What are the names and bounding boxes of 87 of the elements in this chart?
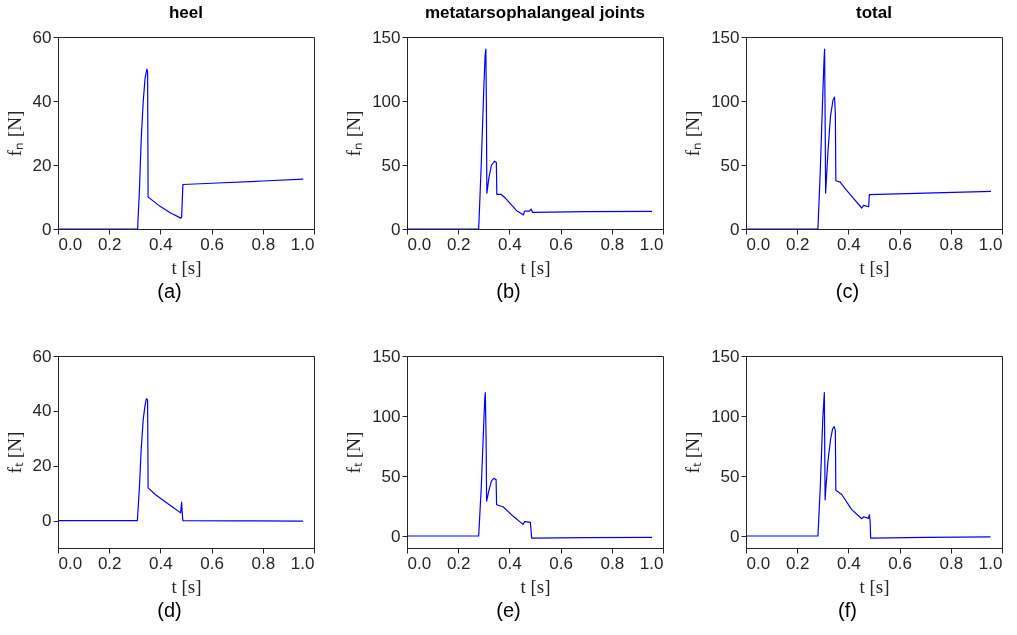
y-tick-label: 100	[711, 406, 740, 426]
x-tick-label: 0.6	[549, 553, 573, 573]
y-tick-label: 100	[372, 406, 401, 426]
x-tick-label: 0.8	[939, 553, 964, 573]
x-tick-label: 1.0	[290, 553, 315, 573]
x-tick-label: 0.8	[939, 234, 964, 254]
y-tick-label: 50	[720, 466, 740, 486]
y-tick-label: 20	[32, 456, 52, 476]
y-tick-label: 60	[32, 27, 52, 47]
y-tick-label: 0	[730, 526, 740, 546]
y-tick-label: 20	[32, 155, 52, 175]
x-tick-label: 0.2	[785, 234, 810, 254]
y-axis-title: fₙ [N]	[682, 110, 704, 157]
x-tick-label: 0.8	[251, 553, 276, 573]
x-tick-label: 0.6	[549, 234, 573, 254]
y-tick-label: 0	[42, 511, 52, 531]
x-tick-label: 1.0	[290, 234, 315, 254]
text: (c)	[834, 280, 861, 303]
y-axis-title: fₙ [N]	[3, 110, 25, 157]
y-tick-label: 50	[720, 155, 740, 175]
x-tick-label: 0.2	[446, 553, 471, 573]
y-tick-label: 50	[381, 155, 401, 175]
x-axis-title: t [s]	[520, 256, 551, 278]
line-series	[746, 48, 992, 229]
x-axis-title: t [s]	[859, 575, 890, 597]
x-tick-label: 0.4	[149, 234, 173, 254]
y-tick-label: 0	[391, 219, 401, 239]
y-tick-label: 0	[730, 219, 740, 239]
x-tick-label: 0.2	[785, 553, 810, 573]
y-tick-label: 150	[711, 346, 740, 366]
x-axis-title: t [s]	[520, 575, 551, 597]
x-tick-label: 1.0	[978, 234, 1003, 254]
y-tick-label: 50	[381, 466, 401, 486]
y-tick-label: 100	[372, 91, 401, 111]
x-tick-label: 1.0	[978, 553, 1003, 573]
x-axis-title: t [s]	[171, 575, 202, 597]
line-series	[58, 68, 304, 229]
y-axis-title: fₜ [N]	[3, 431, 25, 474]
y-tick-label: 40	[32, 91, 52, 111]
line-series	[407, 391, 653, 539]
x-tick-label: 0.0	[58, 234, 83, 254]
y-tick-label: 150	[372, 27, 401, 47]
x-axis-title: t [s]	[171, 256, 202, 278]
x-tick-label: 1.0	[639, 234, 664, 254]
x-tick-label: 0.0	[58, 553, 83, 573]
x-tick-label: 0.8	[600, 553, 625, 573]
chart-title: metatarsophalangeal joints	[424, 3, 646, 22]
y-axis-title: fₜ [N]	[343, 431, 365, 474]
x-tick-label: 0.6	[888, 553, 912, 573]
chart-title: heel	[168, 3, 204, 22]
y-axis-title: fₙ [N]	[343, 110, 365, 157]
y-tick-label: 40	[32, 401, 52, 421]
line-series	[407, 48, 653, 229]
x-tick-label: 0.0	[407, 553, 432, 573]
x-tick-label: 0.4	[498, 234, 522, 254]
y-tick-label: 60	[32, 346, 52, 366]
x-tick-label: 0.4	[498, 553, 522, 573]
x-tick-label: 0.2	[97, 234, 122, 254]
y-tick-label: 150	[711, 27, 740, 47]
x-tick-label: 0.0	[746, 234, 771, 254]
text: (e)	[495, 599, 522, 622]
y-tick-label: 100	[711, 91, 740, 111]
y-tick-label: 0	[42, 219, 52, 239]
x-tick-label: 0.8	[251, 234, 276, 254]
x-tick-label: 0.4	[837, 553, 861, 573]
x-tick-label: 1.0	[639, 553, 664, 573]
text: (b)	[495, 280, 522, 303]
x-tick-label: 0.8	[600, 234, 625, 254]
x-tick-label: 0.2	[446, 234, 471, 254]
x-tick-label: 0.6	[200, 553, 224, 573]
x-axis-title: t [s]	[859, 256, 890, 278]
x-tick-label: 0.6	[200, 234, 224, 254]
x-tick-label: 0.4	[837, 234, 861, 254]
x-tick-label: 0.0	[746, 553, 771, 573]
x-tick-label: 0.4	[149, 553, 173, 573]
x-tick-label: 0.6	[888, 234, 912, 254]
line-series	[746, 391, 992, 539]
x-tick-label: 0.0	[407, 234, 432, 254]
chart-title: total	[856, 3, 892, 22]
y-tick-label: 150	[372, 346, 401, 366]
text: (f)	[837, 599, 858, 622]
x-tick-label: 0.2	[97, 553, 122, 573]
text: (d)	[156, 599, 183, 622]
text: (a)	[156, 280, 183, 303]
y-tick-label: 0	[391, 526, 401, 546]
line-series	[58, 398, 304, 522]
y-axis-title: fₜ [N]	[682, 431, 704, 474]
